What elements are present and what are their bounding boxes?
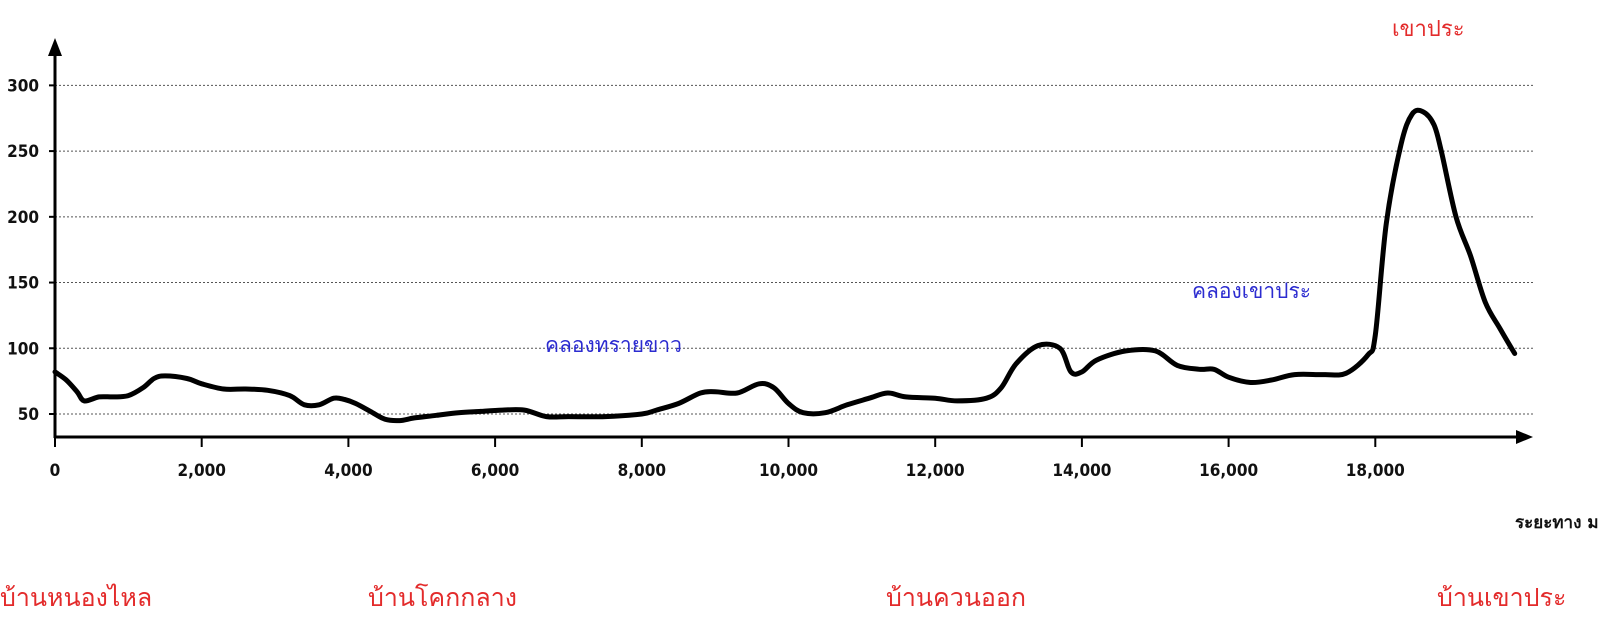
peak-label: เขาประ bbox=[1392, 17, 1465, 42]
y-tick-label-200: 200 bbox=[7, 208, 39, 228]
stream-label-khao-pra: คลองเขาประ bbox=[1192, 279, 1311, 303]
x-tick-label-18000: 18,000 bbox=[1346, 461, 1405, 481]
village-label-nong-lai: บ้านหนองไหล bbox=[0, 583, 152, 612]
axes bbox=[48, 38, 1533, 447]
x-tick-label-12000: 12,000 bbox=[906, 461, 965, 481]
y-tick-label-100: 100 bbox=[7, 339, 39, 359]
y-tick-label-50: 50 bbox=[18, 405, 39, 425]
y-axis-arrow bbox=[48, 38, 62, 56]
x-tick-label-0: 0 bbox=[50, 461, 61, 481]
gridlines bbox=[55, 84, 1535, 415]
x-tick-label-10000: 10,000 bbox=[759, 461, 818, 481]
x-axis-arrow bbox=[1516, 430, 1533, 444]
village-label-khao-pra: บ้านเขาประ bbox=[1437, 583, 1566, 612]
x-tick-label-6000: 6,000 bbox=[471, 461, 519, 481]
stream-label-sai-khao: คลองทรายขาว bbox=[545, 333, 682, 357]
x-tick-label-4000: 4,000 bbox=[324, 461, 372, 481]
y-tick-label-250: 250 bbox=[7, 142, 39, 162]
village-label-khok-klang: บ้านโคกกลาง bbox=[368, 583, 517, 612]
village-label-khuan-ok: บ้านควนออก bbox=[886, 583, 1026, 612]
x-tick-label-2000: 2,000 bbox=[178, 461, 226, 481]
x-tick-label-14000: 14,000 bbox=[1052, 461, 1111, 481]
x-tick-label-8000: 8,000 bbox=[618, 461, 666, 481]
elevation-line bbox=[52, 107, 1518, 424]
x-axis-label: ระยะทาง ม. bbox=[1515, 513, 1598, 533]
y-tick-label-150: 150 bbox=[7, 274, 39, 294]
tick-labels: 50 100 150 200 250 300 0 2,000 4,000 6,000 8,000 10… bbox=[7, 76, 1405, 481]
x-tick-label-16000: 16,000 bbox=[1199, 461, 1258, 481]
y-tick-label-300: 300 bbox=[7, 76, 39, 96]
